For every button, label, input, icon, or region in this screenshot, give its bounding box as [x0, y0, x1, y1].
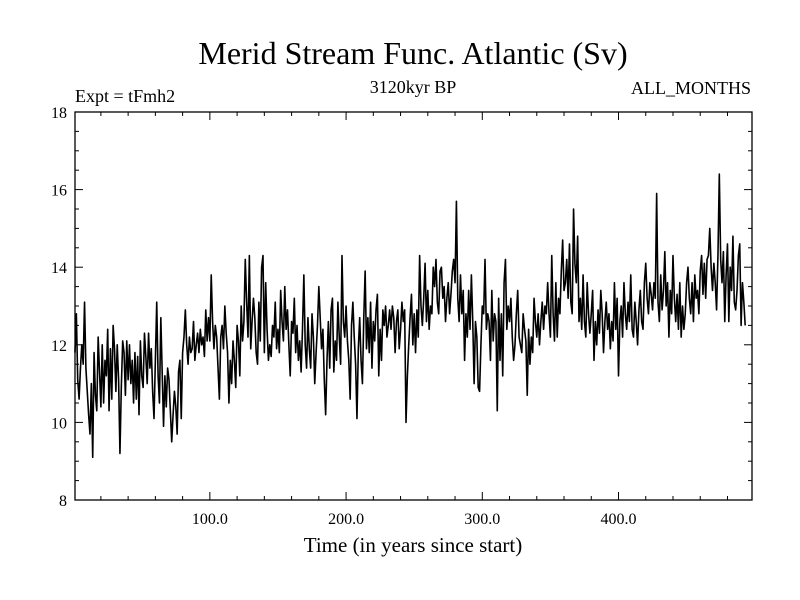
y-tick-label: 8 [59, 493, 67, 510]
y-tick-label: 18 [51, 105, 67, 122]
x-axis: 100.0 200.0 300.0 400.0 [100, 112, 728, 528]
x-tick-label: 200.0 [328, 511, 364, 528]
y-tick-label: 10 [51, 415, 67, 432]
y-tick-label: 14 [51, 260, 67, 277]
chart-subtitle-period: 3120kyr BP [370, 77, 457, 97]
y-tick-label: 12 [51, 338, 67, 355]
chart-subtitle-months: ALL_MONTHS [631, 78, 751, 98]
series-line [74, 173, 746, 459]
chart-title: Merid Stream Func. Atlantic (Sv) [198, 35, 627, 71]
x-tick-label: 100.0 [192, 511, 228, 528]
y-tick-label: 16 [51, 183, 67, 200]
x-tick-label: 400.0 [601, 511, 637, 528]
series-layer [74, 173, 746, 459]
chart-subtitle-expt: Expt = tFmh2 [75, 86, 175, 106]
x-axis-label: Time (in years since start) [304, 533, 523, 557]
x-tick-label: 300.0 [464, 511, 500, 528]
y-axis: 8 10 12 14 16 18 [51, 105, 752, 510]
plot-frame [74, 111, 753, 501]
